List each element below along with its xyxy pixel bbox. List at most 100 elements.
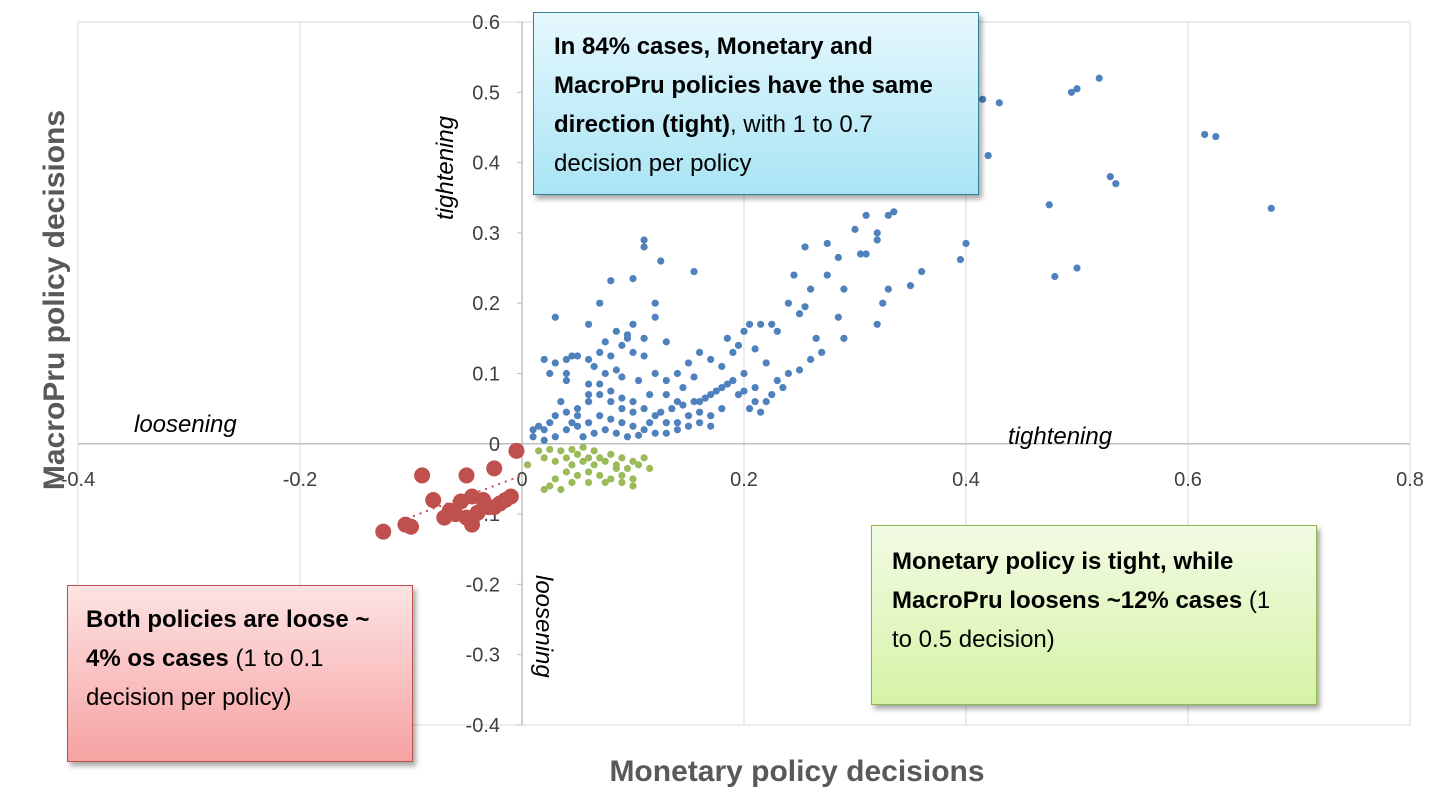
point-same-direction — [607, 398, 615, 406]
y-tick-label: 0.6 — [472, 12, 500, 34]
point-same-direction — [623, 334, 632, 342]
point-monetary-tight — [607, 450, 615, 458]
point-monetary-tight — [523, 461, 532, 469]
point-monetary-tight — [623, 464, 632, 473]
point-monetary-tight — [596, 454, 604, 462]
point-monetary-tight — [590, 447, 598, 455]
point-monetary-tight — [546, 482, 554, 490]
point-same-direction — [651, 412, 659, 420]
x-tick-label: -0.2 — [283, 469, 317, 491]
point-same-direction — [562, 376, 571, 385]
point-same-direction — [906, 282, 915, 290]
callout-monetary-tight-text: (1 to 0.5 decision) — [892, 587, 1271, 653]
point-same-direction — [651, 313, 659, 321]
point-same-direction — [585, 355, 593, 364]
point-monetary-tight — [607, 475, 615, 483]
point-same-direction — [795, 366, 804, 374]
point-same-direction — [696, 419, 704, 427]
point-same-direction — [918, 267, 926, 276]
x-tick-label: 0.6 — [1174, 469, 1202, 491]
point-same-direction — [618, 341, 626, 349]
point-same-direction — [601, 338, 609, 346]
point-same-direction — [673, 398, 682, 406]
point-same-direction — [596, 412, 604, 420]
point-same-direction — [596, 380, 604, 388]
point-same-direction — [607, 277, 615, 285]
point-same-direction — [684, 412, 693, 420]
point-same-direction — [823, 271, 831, 279]
point-same-direction — [834, 253, 842, 262]
point-monetary-tight — [629, 457, 637, 465]
point-same-direction — [856, 250, 865, 258]
x-tick-label: 0.8 — [1396, 469, 1424, 491]
point-same-direction — [1267, 204, 1275, 212]
data-points — [375, 74, 1275, 540]
trend-line-loose — [399, 474, 523, 523]
point-same-direction — [862, 211, 870, 219]
callout-both-loose: Both policies are loose ~ 4% os cases (1… — [67, 585, 413, 762]
point-same-direction — [723, 334, 731, 342]
point-same-direction — [768, 390, 776, 399]
point-same-direction — [634, 376, 643, 385]
point-same-direction — [551, 412, 559, 420]
point-monetary-tight — [540, 485, 548, 494]
point-both-loose — [464, 516, 481, 533]
point-both-loose — [458, 467, 475, 484]
point-same-direction — [629, 320, 637, 328]
point-same-direction — [873, 236, 881, 244]
point-same-direction — [807, 355, 815, 364]
callout-both-loose-text: (1 to 0.1 decision per policy) — [86, 645, 324, 711]
point-same-direction — [696, 348, 704, 357]
point-same-direction — [629, 274, 637, 283]
point-monetary-tight — [601, 457, 609, 465]
point-same-direction — [751, 398, 759, 406]
point-same-direction — [618, 394, 626, 402]
point-same-direction — [540, 426, 548, 434]
point-same-direction — [995, 99, 1003, 107]
point-monetary-tight — [618, 478, 626, 487]
point-same-direction — [662, 338, 670, 346]
point-same-direction — [634, 431, 643, 439]
point-same-direction — [651, 369, 659, 378]
point-same-direction — [684, 359, 693, 367]
point-monetary-tight — [551, 475, 559, 483]
point-same-direction — [668, 405, 676, 413]
point-monetary-tight — [568, 461, 576, 469]
point-same-direction — [662, 376, 670, 385]
point-same-direction — [707, 390, 715, 399]
point-same-direction — [745, 320, 754, 328]
point-same-direction — [734, 341, 743, 349]
point-same-direction — [1212, 132, 1220, 141]
point-same-direction — [651, 429, 659, 437]
point-same-direction — [651, 299, 659, 307]
point-same-direction — [551, 313, 559, 321]
point-same-direction — [612, 366, 620, 374]
point-same-direction — [729, 376, 737, 385]
point-same-direction — [807, 285, 815, 293]
point-same-direction — [629, 408, 637, 416]
point-same-direction — [734, 390, 743, 399]
point-same-direction — [662, 429, 670, 437]
point-same-direction — [696, 408, 704, 416]
point-same-direction — [812, 334, 820, 342]
point-monetary-tight — [585, 478, 593, 487]
point-same-direction — [662, 419, 670, 427]
point-monetary-tight — [573, 450, 582, 458]
point-same-direction — [773, 327, 781, 335]
point-same-direction — [757, 320, 765, 328]
point-same-direction — [585, 320, 593, 328]
point-monetary-tight — [562, 454, 571, 462]
point-same-direction — [540, 436, 548, 444]
point-monetary-tight — [646, 464, 654, 473]
point-same-direction — [590, 429, 598, 437]
point-same-direction — [535, 422, 543, 430]
point-same-direction — [629, 348, 637, 357]
x-tick-label: 0.2 — [730, 469, 758, 491]
point-same-direction — [740, 369, 748, 378]
point-same-direction — [751, 383, 759, 392]
point-same-direction — [657, 257, 665, 265]
annotation-loosening-y: loosening — [530, 575, 557, 678]
point-same-direction — [601, 426, 609, 434]
point-same-direction — [607, 387, 615, 395]
point-monetary-tight — [601, 478, 609, 487]
